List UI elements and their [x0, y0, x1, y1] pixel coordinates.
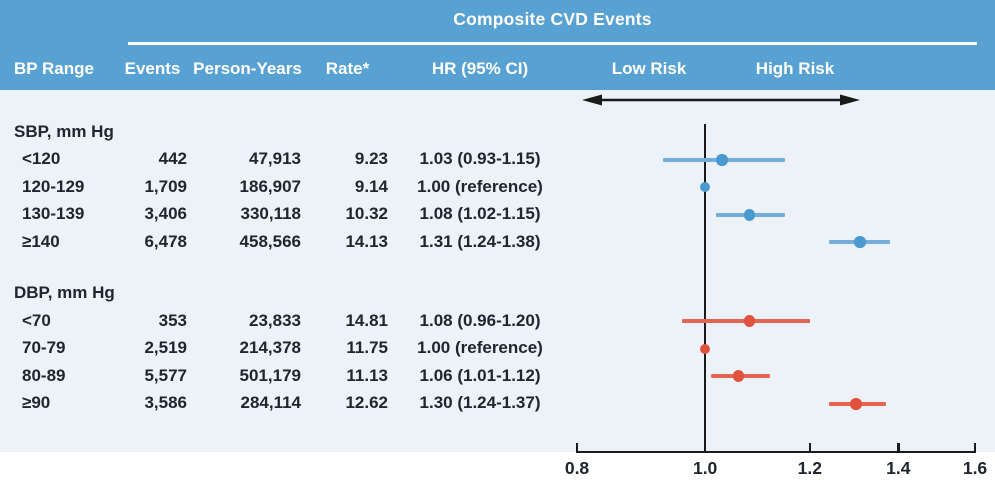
- person-years-cell: 501,179: [239, 365, 301, 385]
- bp-range-cell: 130-139: [22, 204, 85, 224]
- section-heading-sbp: SBP, mm Hg: [14, 121, 114, 141]
- bp-range-cell: ≥140: [22, 231, 60, 251]
- bp-range-cell: 80-89: [22, 365, 66, 385]
- column-header-person-years: Person-Years: [193, 59, 302, 78]
- column-header-rate: Rate*: [325, 59, 370, 78]
- hr-ci-cell: 1.08 (1.02-1.15): [419, 204, 541, 224]
- hr-ci-cell: 1.08 (0.96-1.20): [419, 310, 541, 330]
- events-cell: 5,577: [144, 365, 187, 385]
- bp-range-cell: <70: [22, 310, 51, 330]
- table-row: 80-89 5,577 501,179 11.13 1.06 (1.01-1.1…: [0, 362, 570, 390]
- x-axis-tick-label: 1.4: [886, 457, 911, 478]
- table-row: <120 442 47,913 9.23 1.03 (0.93-1.15): [0, 146, 570, 174]
- events-cell: 1,709: [144, 176, 187, 196]
- bp-range-cell: 70-79: [22, 338, 66, 358]
- table-row: <70 353 23,833 14.81 1.08 (0.96-1.20): [0, 307, 570, 335]
- events-cell: 2,519: [144, 338, 187, 358]
- person-years-cell: 47,913: [249, 149, 301, 169]
- events-cell: 3,586: [144, 393, 187, 413]
- figure-title: Composite CVD Events: [453, 9, 652, 29]
- rate-cell: 14.13: [345, 231, 388, 251]
- x-axis-tick-label: 1.0: [692, 457, 718, 478]
- column-header-hr-ci: HR (95% CI): [431, 59, 529, 78]
- person-years-cell: 330,118: [240, 204, 301, 224]
- events-cell: 353: [158, 310, 187, 330]
- hr-ci-cell: 1.31 (1.24-1.38): [419, 231, 541, 251]
- high-risk-label: High Risk: [755, 59, 835, 78]
- plot-panel: [0, 90, 995, 452]
- hr-ci-cell: 1.00 (reference): [417, 176, 543, 196]
- x-axis-tick-label: 0.8: [564, 457, 590, 478]
- column-header-bp-range: BP Range: [14, 59, 94, 78]
- data-table: SBP, mm Hg <120 442 47,913 9.23 1.03 (0.…: [0, 90, 570, 417]
- low-risk-label: Low Risk: [611, 59, 687, 78]
- rate-cell: 14.81: [345, 310, 388, 330]
- risk-direction-arrow-icon: [582, 94, 860, 106]
- column-header-events: Events: [124, 59, 181, 78]
- table-row: 120-129 1,709 186,907 9.14 1.00 (referen…: [0, 173, 570, 201]
- person-years-cell: 284,114: [240, 393, 301, 413]
- rate-cell: 11.75: [346, 338, 388, 358]
- person-years-cell: 458,566: [239, 231, 301, 251]
- person-years-cell: 214,378: [239, 338, 301, 358]
- column-header-row: BP Range Events Person-Years Rate* HR (9…: [0, 52, 570, 86]
- rate-cell: 10.32: [345, 204, 388, 224]
- rate-cell: 9.14: [354, 176, 388, 196]
- events-cell: 442: [158, 149, 187, 169]
- table-row: ≥90 3,586 284,114 12.62 1.30 (1.24-1.37): [0, 390, 570, 418]
- person-years-cell: 186,907: [239, 176, 301, 196]
- header-divider: [128, 42, 977, 45]
- header-band: Composite CVD Events BP Range Events Per…: [0, 0, 995, 90]
- bp-range-cell: <120: [22, 149, 61, 169]
- hr-ci-cell: 1.03 (0.93-1.15): [419, 149, 541, 169]
- events-cell: 6,478: [144, 231, 187, 251]
- rate-cell: 12.62: [345, 393, 388, 413]
- section-heading-dbp: DBP, mm Hg: [14, 283, 115, 303]
- bp-range-cell: 120-129: [22, 176, 85, 196]
- hr-ci-cell: 1.00 (reference): [417, 338, 543, 358]
- x-axis-tick-label: 1.2: [797, 457, 822, 478]
- table-row: 70-79 2,519 214,378 11.75 1.00 (referenc…: [0, 335, 570, 363]
- x-axis-tick-label: 1.6: [962, 457, 988, 478]
- events-cell: 3,406: [144, 204, 187, 224]
- rate-cell: 11.13: [346, 365, 388, 385]
- person-years-cell: 23,833: [249, 310, 301, 330]
- hr-ci-cell: 1.06 (1.01-1.12): [419, 365, 541, 385]
- bp-range-cell: ≥90: [22, 393, 51, 413]
- rate-cell: 9.23: [354, 149, 388, 169]
- table-row: 130-139 3,406 330,118 10.32 1.08 (1.02-1…: [0, 201, 570, 229]
- hr-ci-cell: 1.30 (1.24-1.37): [419, 393, 541, 413]
- table-row: ≥140 6,478 458,566 14.13 1.31 (1.24-1.38…: [0, 228, 570, 256]
